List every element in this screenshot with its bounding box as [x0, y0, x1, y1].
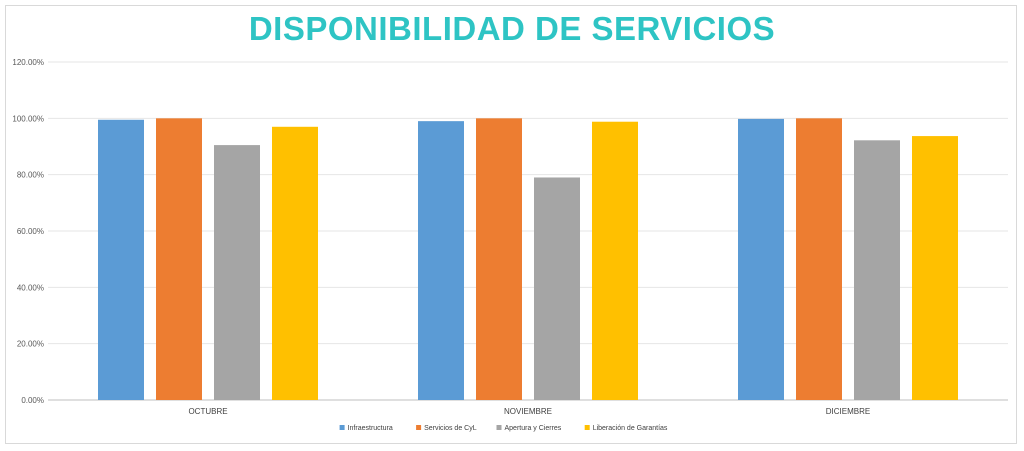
bar	[738, 118, 784, 400]
legend-label: Infraestructura	[348, 425, 393, 432]
bar	[214, 145, 260, 400]
legend-swatch	[584, 425, 590, 430]
legend-label: Liberación de Garantías	[593, 425, 668, 432]
legend-swatch	[416, 425, 422, 430]
bar	[98, 119, 144, 400]
bar	[476, 118, 522, 400]
bar	[418, 121, 464, 401]
bar	[534, 177, 580, 400]
bar	[156, 118, 202, 400]
bar	[912, 136, 958, 400]
y-tick-label: 80.00%	[17, 171, 44, 180]
x-category-label: NOVIEMBRE	[504, 407, 552, 416]
y-tick-label: 120.00%	[12, 58, 44, 67]
y-tick-label: 60.00%	[17, 227, 44, 236]
legend-label: Servicios de CyL	[424, 425, 477, 432]
y-tick-label: 40.00%	[17, 283, 44, 292]
legend-swatch	[496, 425, 502, 430]
bar	[592, 121, 638, 401]
y-tick-label: 0.00%	[21, 396, 44, 405]
chart-title: DISPONIBILIDAD DE SERVICIOS	[248, 10, 776, 47]
bar	[272, 126, 318, 401]
legend-label: Apertura y Cierres	[505, 425, 562, 432]
x-category-label: OCTUBRE	[188, 407, 227, 416]
y-tick-label: 20.00%	[17, 340, 44, 349]
bar	[854, 140, 900, 400]
x-category-label: DICIEMBRE	[826, 407, 870, 416]
bar	[796, 118, 842, 400]
y-tick-label: 100.00%	[12, 114, 44, 123]
legend-swatch	[339, 425, 345, 430]
